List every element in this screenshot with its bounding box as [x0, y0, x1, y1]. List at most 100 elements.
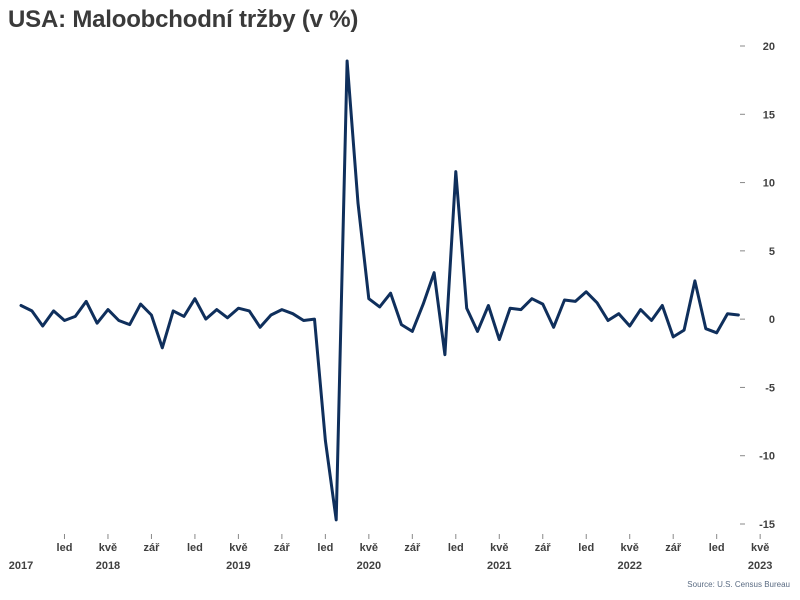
data-point	[237, 307, 240, 310]
x-tick-label: led	[578, 542, 594, 554]
data-point	[596, 301, 599, 304]
data-point	[280, 308, 283, 311]
data-point	[106, 308, 109, 311]
y-tick-label: 15	[763, 109, 775, 121]
x-year-label: 2021	[487, 560, 511, 572]
x-year-label: 2022	[617, 560, 641, 572]
y-tick-label: -10	[759, 451, 775, 463]
x-tick-label: kvě	[751, 542, 769, 554]
data-point	[356, 202, 359, 205]
data-point	[183, 315, 186, 318]
data-point	[324, 439, 327, 442]
data-point	[204, 318, 207, 321]
data-point	[85, 300, 88, 303]
data-point	[74, 315, 77, 318]
data-point	[454, 170, 457, 173]
x-tick-label: kvě	[99, 542, 117, 554]
data-point	[248, 309, 251, 312]
data-point	[63, 319, 66, 322]
chart-title: USA: Maloobchodní tržby (v %)	[8, 6, 359, 33]
y-tick-label: 5	[769, 246, 775, 258]
x-tick-label: zář	[665, 542, 682, 554]
data-point	[476, 330, 479, 333]
data-point	[585, 290, 588, 293]
x-year-label: 2020	[357, 560, 381, 572]
y-tick-label: 20	[763, 41, 775, 53]
data-point	[520, 308, 523, 311]
data-point	[498, 338, 501, 341]
x-tick-label: kvě	[490, 542, 508, 554]
data-point	[628, 324, 631, 327]
data-point	[20, 304, 23, 307]
data-point	[215, 308, 218, 311]
data-point	[541, 303, 544, 306]
data-point	[530, 297, 533, 300]
y-tick-label: -5	[765, 382, 775, 394]
data-point	[367, 297, 370, 300]
data-point	[335, 518, 338, 521]
x-tick-label: led	[187, 542, 203, 554]
series-line	[19, 59, 740, 522]
x-year-label: 2018	[96, 560, 120, 572]
data-point	[291, 312, 294, 315]
data-point	[150, 314, 153, 317]
y-axis: 20 15 10 5 0 -5 -10 -15	[740, 41, 775, 531]
data-point	[346, 60, 349, 63]
data-point	[193, 297, 196, 300]
data-point	[726, 312, 729, 315]
x-tick-label: led	[709, 542, 725, 554]
data-point	[259, 326, 262, 329]
data-point	[96, 322, 99, 325]
data-point	[563, 299, 566, 302]
data-point	[161, 346, 164, 349]
x-tick-label: zář	[404, 542, 421, 554]
data-point	[617, 312, 620, 315]
x-tick-label: kvě	[229, 542, 247, 554]
x-tick-label: zář	[274, 542, 291, 554]
x-tick-label: zář	[143, 542, 160, 554]
x-tick-label: zář	[535, 542, 552, 554]
data-point	[693, 279, 696, 282]
x-year-label: 2019	[226, 560, 250, 572]
data-point	[737, 314, 740, 317]
y-tick-label: 10	[763, 178, 775, 190]
data-point	[313, 318, 316, 321]
data-point	[606, 319, 609, 322]
data-point	[650, 319, 653, 322]
data-point	[704, 327, 707, 330]
data-point	[378, 305, 381, 308]
x-tick-label: led	[448, 542, 464, 554]
data-point	[422, 303, 425, 306]
x-tick-label: led	[57, 542, 73, 554]
x-year-label: 2023	[748, 560, 772, 572]
data-point	[400, 323, 403, 326]
data-point	[509, 307, 512, 310]
data-point	[433, 271, 436, 274]
data-point	[661, 304, 664, 307]
data-point	[574, 300, 577, 303]
data-point	[715, 331, 718, 334]
x-tick-label: kvě	[360, 542, 378, 554]
source-note: Source: U.S. Census Bureau	[687, 580, 790, 589]
x-axis: led kvě zář led kvě zář led kvě zář led kvě zář led k…	[9, 534, 772, 572]
y-tick-label: -15	[759, 519, 775, 531]
data-point	[128, 323, 131, 326]
data-point	[226, 316, 229, 319]
data-point	[672, 335, 675, 338]
data-point	[270, 314, 273, 317]
plot-area	[19, 59, 740, 522]
data-point	[411, 330, 414, 333]
y-tick-label: 0	[769, 314, 775, 326]
data-point	[117, 319, 120, 322]
data-point	[389, 292, 392, 295]
data-point	[30, 309, 33, 312]
data-point	[443, 353, 446, 356]
data-point	[683, 329, 686, 332]
data-point	[52, 309, 55, 312]
data-point	[552, 326, 555, 329]
data-point	[41, 324, 44, 327]
x-tick-label: kvě	[621, 542, 639, 554]
data-point	[172, 309, 175, 312]
data-point	[302, 319, 305, 322]
